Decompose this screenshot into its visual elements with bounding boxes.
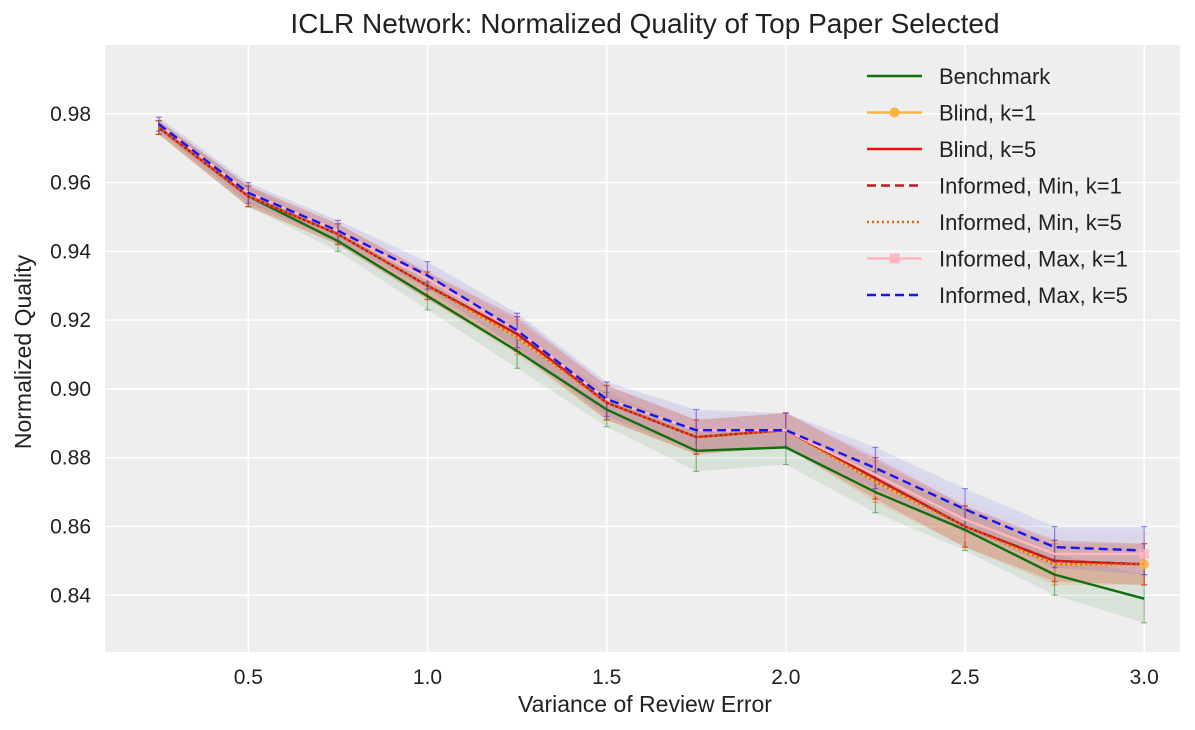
x-tick-label: 3.0 xyxy=(1130,666,1159,689)
legend-label: Informed, Min, k=1 xyxy=(939,174,1122,199)
y-tick-label: 0.96 xyxy=(50,172,91,195)
x-tick-label: 2.0 xyxy=(771,666,800,689)
x-tick-label: 1.5 xyxy=(592,666,621,689)
y-tick-label: 0.86 xyxy=(50,515,91,538)
series-lines xyxy=(158,123,1145,600)
y-tick-label: 0.92 xyxy=(50,309,91,332)
y-tick-label: 0.94 xyxy=(50,240,91,263)
legend: Benchmark Blind, k=1 Blind, k=5 Informed, M… xyxy=(867,64,1128,308)
confidence-bands xyxy=(158,117,1145,623)
chart-title: ICLR Network: Normalized Quality of Top … xyxy=(290,8,999,39)
legend-label: Informed, Max, k=1 xyxy=(939,247,1128,272)
band xyxy=(158,117,1145,575)
plot-area xyxy=(105,45,1180,652)
series-line xyxy=(158,126,1145,566)
band xyxy=(158,120,1145,585)
series-line xyxy=(158,126,1145,600)
legend-marker xyxy=(889,107,900,118)
y-tick-label: 0.88 xyxy=(50,447,91,470)
legend-label: Blind, k=5 xyxy=(939,137,1036,162)
x-tick-label: 0.5 xyxy=(234,666,263,689)
legend-label: Informed, Max, k=5 xyxy=(939,283,1128,308)
band xyxy=(158,120,1145,623)
y-axis-label: Normalized Quality xyxy=(10,254,36,449)
series-marker xyxy=(1139,559,1150,570)
y-tick-label: 0.84 xyxy=(50,584,91,607)
legend-label: Blind, k=1 xyxy=(939,101,1036,126)
y-axis-ticks: 0.84 0.86 0.88 0.90 0.92 0.94 0.96 0.98 xyxy=(50,103,91,607)
legend-label: Informed, Min, k=5 xyxy=(939,210,1122,235)
series-markers xyxy=(1139,548,1150,570)
series-line xyxy=(158,123,1145,552)
x-tick-label: 1.0 xyxy=(413,666,442,689)
x-tick-label: 2.5 xyxy=(950,666,979,689)
legend-marker xyxy=(889,253,900,264)
y-tick-label: 0.90 xyxy=(50,378,91,401)
x-axis-ticks: 0.5 1.0 1.5 2.0 2.5 3.0 xyxy=(234,666,1159,689)
series-marker xyxy=(1139,548,1150,559)
band xyxy=(158,120,1145,585)
x-axis-label: Variance of Review Error xyxy=(518,691,772,717)
y-tick-label: 0.98 xyxy=(50,103,91,126)
grid xyxy=(105,45,1180,652)
legend-label: Benchmark xyxy=(939,64,1051,89)
